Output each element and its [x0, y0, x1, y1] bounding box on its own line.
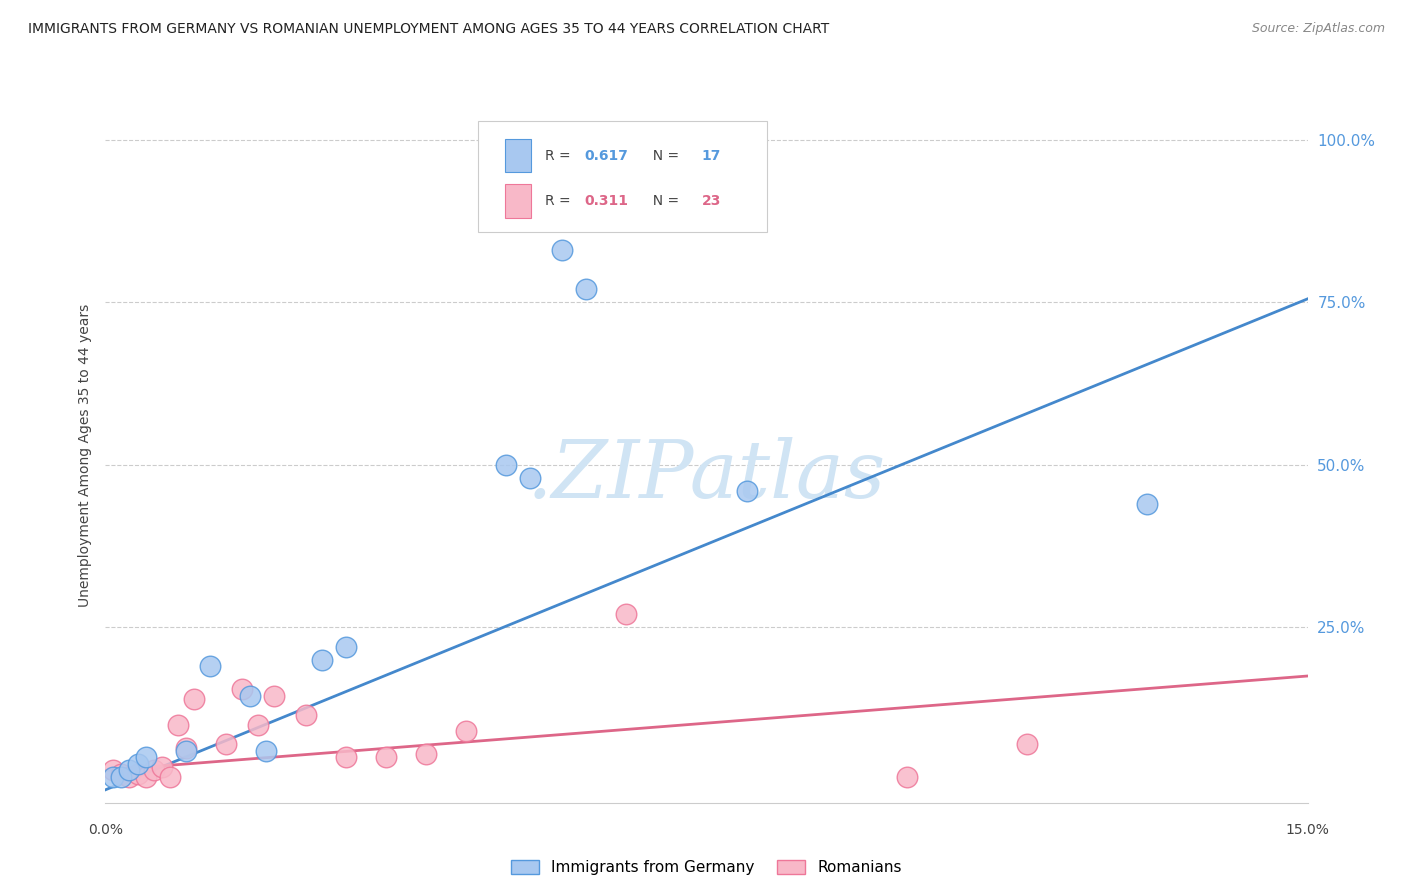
Text: R =: R =: [546, 194, 575, 208]
Bar: [505, 185, 531, 218]
Point: [231, 681, 253, 696]
Text: N =: N =: [644, 149, 683, 162]
Text: 17: 17: [702, 149, 721, 162]
Point: [198, 659, 221, 673]
Point: [214, 737, 236, 751]
Text: .ZIPatlas: .ZIPatlas: [527, 437, 886, 515]
Point: [551, 243, 574, 257]
Text: 23: 23: [702, 194, 721, 208]
Text: Source: ZipAtlas.com: Source: ZipAtlas.com: [1251, 22, 1385, 36]
Point: [174, 744, 197, 758]
Point: [335, 640, 357, 654]
Point: [174, 740, 197, 755]
Point: [142, 764, 165, 778]
Point: [135, 770, 157, 784]
Point: [311, 653, 333, 667]
Point: [118, 770, 141, 784]
FancyBboxPatch shape: [478, 121, 766, 232]
Point: [335, 750, 357, 764]
Y-axis label: Unemployment Among Ages 35 to 44 years: Unemployment Among Ages 35 to 44 years: [77, 303, 91, 607]
Point: [127, 756, 149, 771]
Point: [110, 766, 132, 780]
Point: [159, 770, 181, 784]
Bar: [505, 139, 531, 172]
Text: IMMIGRANTS FROM GERMANY VS ROMANIAN UNEMPLOYMENT AMONG AGES 35 TO 44 YEARS CORRE: IMMIGRANTS FROM GERMANY VS ROMANIAN UNEM…: [28, 22, 830, 37]
Point: [127, 766, 149, 780]
Text: N =: N =: [644, 194, 683, 208]
Point: [263, 689, 285, 703]
Point: [519, 471, 541, 485]
Point: [415, 747, 437, 761]
Point: [575, 282, 598, 296]
Text: R =: R =: [546, 149, 575, 162]
Point: [1136, 497, 1159, 511]
Point: [110, 770, 132, 784]
Point: [495, 458, 517, 472]
Point: [246, 718, 269, 732]
Point: [1017, 737, 1039, 751]
Text: 0.311: 0.311: [583, 194, 628, 208]
Text: 0.617: 0.617: [583, 149, 627, 162]
Point: [254, 744, 277, 758]
Point: [150, 760, 173, 774]
Point: [103, 764, 125, 778]
Text: 15.0%: 15.0%: [1285, 823, 1330, 837]
Point: [295, 708, 318, 723]
Point: [103, 770, 125, 784]
Point: [896, 770, 918, 784]
Point: [735, 483, 758, 498]
Point: [118, 764, 141, 778]
Point: [454, 724, 477, 739]
Legend: Immigrants from Germany, Romanians: Immigrants from Germany, Romanians: [512, 860, 901, 875]
Point: [135, 750, 157, 764]
Point: [166, 718, 188, 732]
Point: [374, 750, 398, 764]
Point: [616, 607, 638, 622]
Point: [183, 691, 205, 706]
Text: 0.0%: 0.0%: [89, 823, 122, 837]
Point: [239, 689, 262, 703]
